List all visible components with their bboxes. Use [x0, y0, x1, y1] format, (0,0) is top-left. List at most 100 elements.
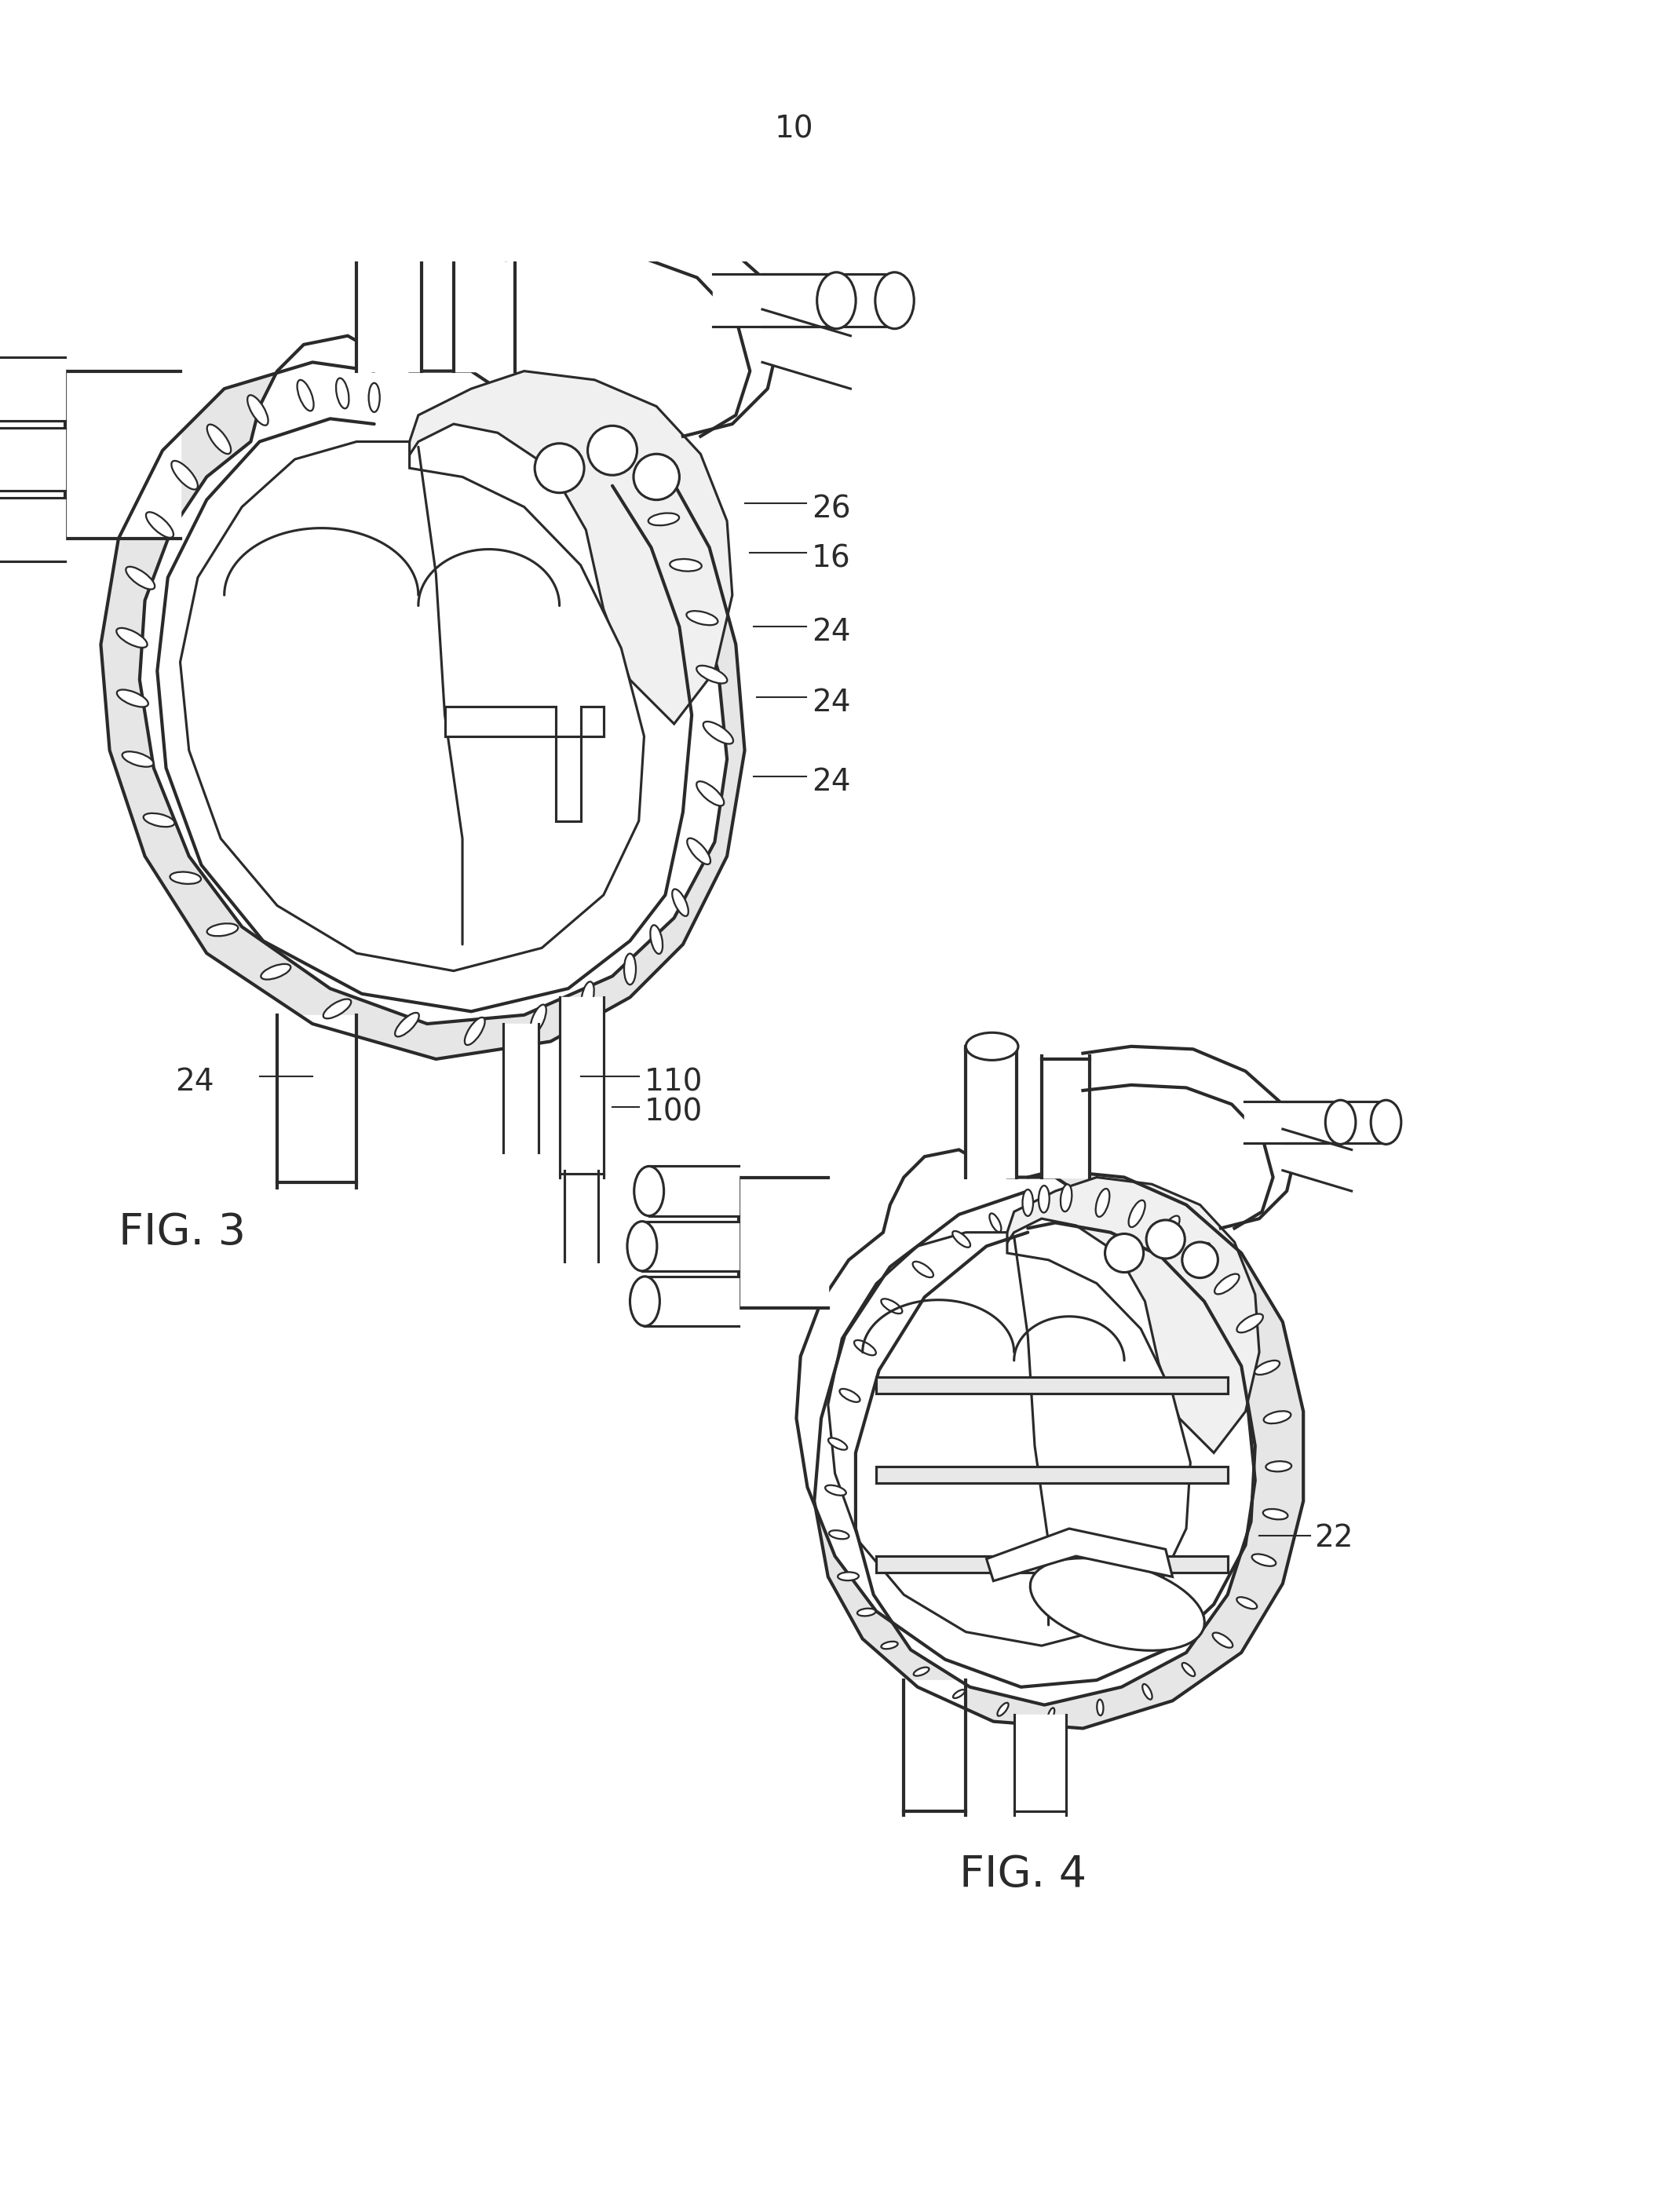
Ellipse shape: [880, 1300, 902, 1313]
Ellipse shape: [953, 1690, 964, 1699]
Ellipse shape: [118, 690, 148, 707]
Polygon shape: [815, 1170, 1304, 1729]
Ellipse shape: [1060, 1185, 1072, 1212]
Ellipse shape: [395, 1013, 418, 1038]
Ellipse shape: [672, 890, 689, 916]
Polygon shape: [180, 441, 643, 972]
Ellipse shape: [670, 560, 702, 571]
Polygon shape: [877, 1377, 1228, 1394]
Ellipse shape: [1183, 1663, 1194, 1676]
Ellipse shape: [828, 1439, 847, 1450]
Ellipse shape: [1030, 1558, 1205, 1650]
Text: 26: 26: [811, 493, 850, 524]
Circle shape: [1146, 1220, 1184, 1258]
Ellipse shape: [687, 610, 717, 626]
Ellipse shape: [368, 383, 380, 412]
Polygon shape: [877, 1467, 1228, 1483]
Text: FIG. 3: FIG. 3: [118, 1212, 245, 1254]
Ellipse shape: [247, 394, 269, 425]
Polygon shape: [139, 335, 727, 1024]
Ellipse shape: [1023, 1190, 1033, 1216]
Polygon shape: [828, 1231, 1191, 1646]
Polygon shape: [402, 370, 732, 725]
Ellipse shape: [323, 1000, 351, 1018]
Ellipse shape: [116, 628, 148, 648]
Ellipse shape: [840, 1388, 860, 1401]
Polygon shape: [445, 707, 603, 822]
Ellipse shape: [1263, 1412, 1290, 1423]
Ellipse shape: [838, 1573, 858, 1580]
Ellipse shape: [630, 1276, 660, 1326]
Ellipse shape: [1265, 1461, 1292, 1472]
Ellipse shape: [650, 925, 662, 954]
Ellipse shape: [853, 1339, 875, 1355]
Ellipse shape: [1255, 1361, 1280, 1375]
Ellipse shape: [1159, 1216, 1179, 1242]
Ellipse shape: [857, 1608, 875, 1617]
Ellipse shape: [966, 1033, 1018, 1060]
Ellipse shape: [697, 782, 724, 806]
Ellipse shape: [875, 273, 914, 328]
Text: 24: 24: [811, 767, 850, 797]
Ellipse shape: [1326, 1099, 1356, 1143]
Ellipse shape: [633, 1165, 664, 1216]
Ellipse shape: [687, 837, 711, 864]
Ellipse shape: [1095, 1190, 1109, 1216]
Ellipse shape: [531, 1005, 546, 1033]
Circle shape: [633, 454, 679, 500]
Ellipse shape: [297, 379, 314, 412]
Ellipse shape: [1236, 1597, 1257, 1608]
Ellipse shape: [143, 813, 175, 826]
Ellipse shape: [465, 1018, 486, 1044]
Ellipse shape: [1263, 1509, 1289, 1520]
Polygon shape: [986, 1529, 1173, 1582]
Ellipse shape: [1371, 1099, 1401, 1143]
Ellipse shape: [356, 185, 423, 220]
Text: 24: 24: [811, 687, 850, 718]
Ellipse shape: [207, 923, 239, 936]
Text: 10: 10: [774, 115, 813, 145]
Text: 110: 110: [643, 1066, 702, 1097]
Polygon shape: [796, 1150, 1255, 1687]
Ellipse shape: [704, 723, 732, 745]
Ellipse shape: [123, 751, 153, 767]
Ellipse shape: [1188, 1242, 1211, 1267]
Polygon shape: [877, 1555, 1228, 1573]
Ellipse shape: [1252, 1553, 1275, 1566]
Ellipse shape: [825, 1485, 847, 1496]
Ellipse shape: [1142, 1683, 1152, 1699]
Text: 22: 22: [1314, 1522, 1352, 1553]
Ellipse shape: [1236, 1313, 1263, 1333]
Ellipse shape: [953, 1231, 971, 1247]
Ellipse shape: [146, 511, 173, 538]
Text: 16: 16: [811, 544, 850, 573]
Ellipse shape: [1129, 1201, 1146, 1227]
Circle shape: [1183, 1242, 1218, 1278]
Circle shape: [588, 425, 637, 476]
Ellipse shape: [880, 1641, 897, 1648]
Ellipse shape: [260, 965, 291, 980]
Circle shape: [1105, 1234, 1144, 1273]
Ellipse shape: [336, 379, 349, 408]
Ellipse shape: [912, 1262, 934, 1278]
Ellipse shape: [1097, 1699, 1104, 1716]
Ellipse shape: [998, 1703, 1008, 1716]
Ellipse shape: [207, 425, 230, 454]
Polygon shape: [1000, 1176, 1260, 1452]
Ellipse shape: [623, 954, 637, 985]
Text: 24: 24: [175, 1066, 213, 1097]
Ellipse shape: [1215, 1273, 1240, 1293]
Ellipse shape: [581, 983, 595, 1011]
Ellipse shape: [1048, 1707, 1055, 1721]
Polygon shape: [507, 203, 780, 436]
Ellipse shape: [627, 1220, 657, 1271]
Polygon shape: [101, 361, 744, 1060]
Ellipse shape: [648, 513, 679, 527]
Ellipse shape: [170, 872, 202, 883]
Ellipse shape: [990, 1214, 1001, 1231]
Text: FIG. 4: FIG. 4: [959, 1853, 1087, 1897]
Ellipse shape: [171, 460, 198, 489]
Ellipse shape: [914, 1668, 929, 1676]
Ellipse shape: [697, 665, 727, 683]
Circle shape: [534, 443, 585, 493]
